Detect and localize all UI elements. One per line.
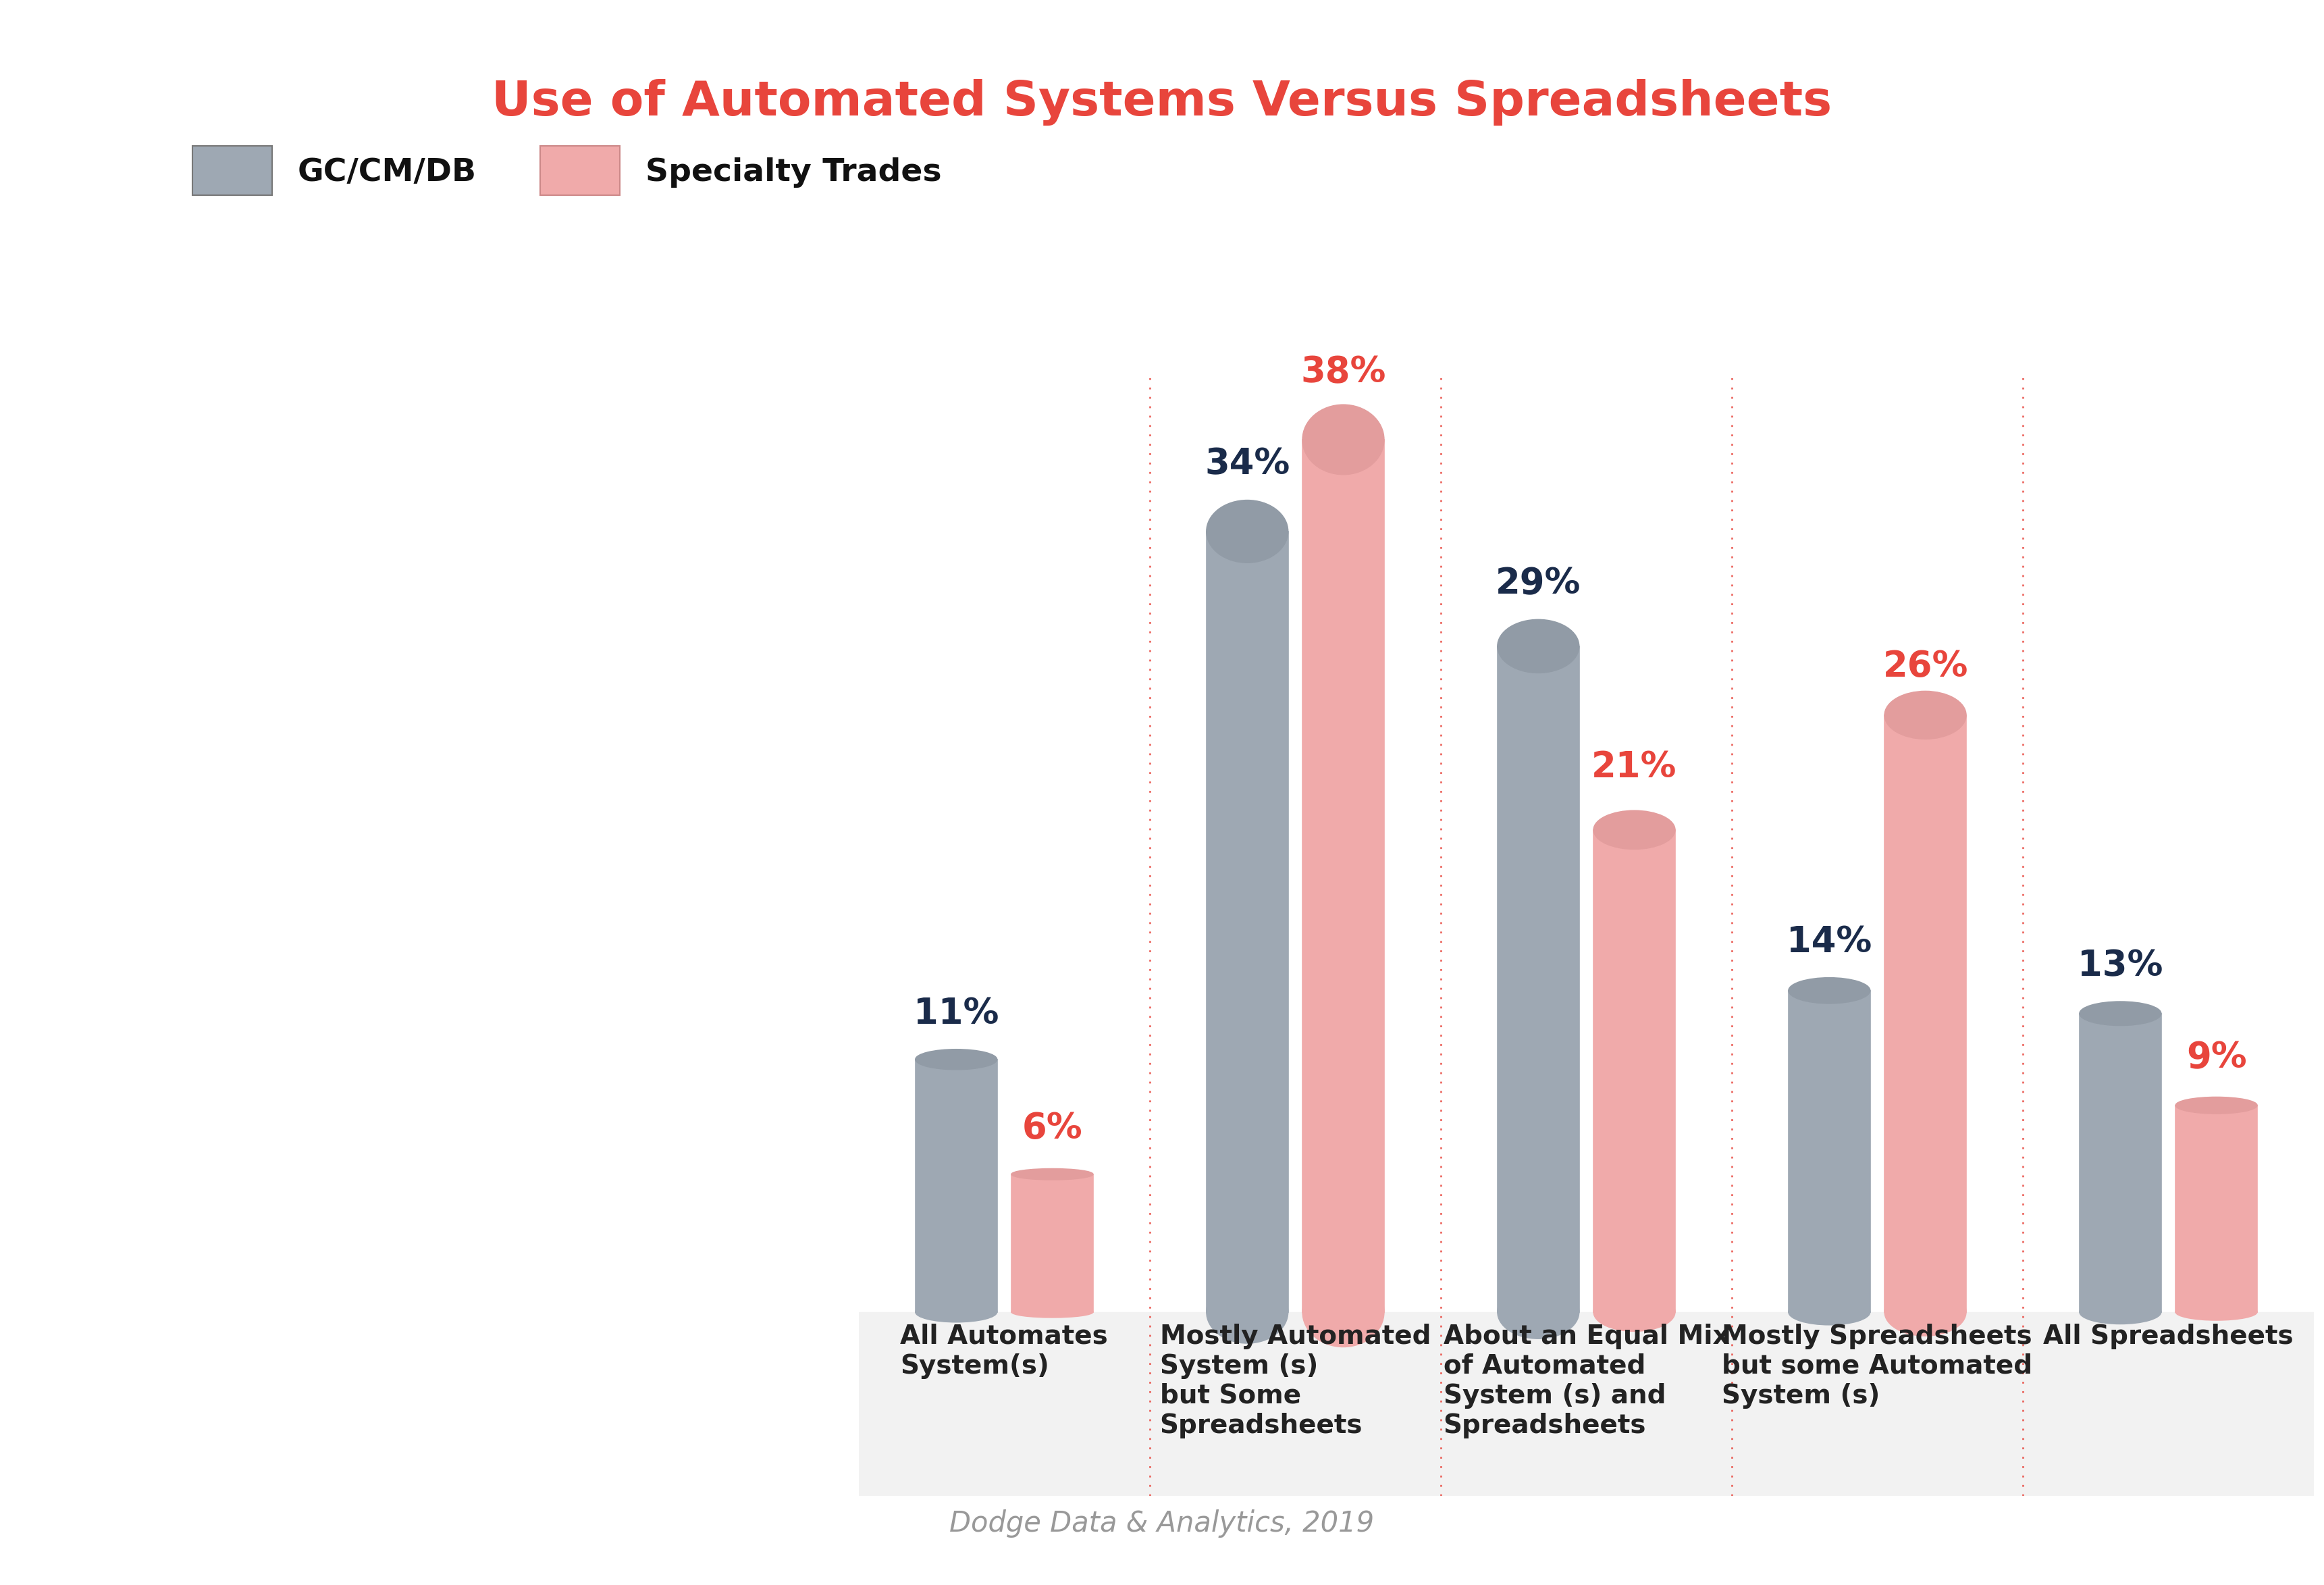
Bar — [858, 1312, 2315, 1496]
Text: Use of Automated Systems Versus Spreadsheets: Use of Automated Systems Versus Spreadsh… — [493, 79, 1831, 125]
Text: 38%: 38% — [1301, 355, 1385, 390]
Bar — [1497, 647, 1578, 1312]
Text: Mostly Automated
System (s)
but Some
Spreadsheets: Mostly Automated System (s) but Some Spr… — [1160, 1323, 1432, 1438]
Ellipse shape — [1497, 620, 1578, 674]
Text: 21%: 21% — [1592, 750, 1678, 785]
Bar — [1789, 991, 1871, 1312]
Text: 14%: 14% — [1787, 924, 1871, 959]
Text: Dodge Data & Analytics, 2019: Dodge Data & Analytics, 2019 — [951, 1509, 1373, 1537]
Bar — [2080, 1013, 2161, 1312]
Ellipse shape — [916, 1301, 997, 1322]
Bar — [1885, 715, 1966, 1312]
Text: 26%: 26% — [1882, 648, 1968, 683]
Ellipse shape — [1206, 1281, 1287, 1342]
Text: 13%: 13% — [2078, 948, 2164, 983]
Text: 6%: 6% — [1023, 1111, 1083, 1146]
Ellipse shape — [1301, 1278, 1385, 1347]
Text: Mostly Spreadsheets
but some Automated
System (s): Mostly Spreadsheets but some Automated S… — [1722, 1323, 2034, 1409]
Text: 9%: 9% — [2187, 1040, 2247, 1075]
Ellipse shape — [1885, 1289, 1966, 1336]
Ellipse shape — [916, 1049, 997, 1070]
Text: 11%: 11% — [913, 995, 999, 1030]
Ellipse shape — [1594, 810, 1676, 850]
Bar — [1594, 831, 1676, 1312]
Text: All Automates
System(s): All Automates System(s) — [899, 1323, 1109, 1379]
Ellipse shape — [1885, 691, 1966, 739]
Ellipse shape — [2175, 1304, 2257, 1320]
Bar — [1301, 439, 1385, 1312]
Text: 34%: 34% — [1204, 447, 1290, 482]
Bar — [1206, 531, 1287, 1312]
Ellipse shape — [1301, 404, 1385, 474]
Text: About an Equal Mix
of Automated
System (s) and
Spreadsheets: About an Equal Mix of Automated System (… — [1443, 1323, 1729, 1438]
Ellipse shape — [1011, 1306, 1092, 1317]
Legend: GC/CM/DB, Specialty Trades: GC/CM/DB, Specialty Trades — [177, 130, 957, 211]
Ellipse shape — [2080, 1300, 2161, 1323]
Text: 29%: 29% — [1497, 566, 1580, 601]
Ellipse shape — [1011, 1168, 1092, 1179]
Ellipse shape — [1594, 1293, 1676, 1331]
Ellipse shape — [1206, 501, 1287, 563]
Bar — [1011, 1174, 1092, 1312]
Ellipse shape — [1497, 1285, 1578, 1339]
Bar — [2175, 1105, 2257, 1312]
Text: All Spreadsheets: All Spreadsheets — [2043, 1323, 2294, 1349]
Ellipse shape — [1789, 1300, 1871, 1325]
Bar — [916, 1059, 997, 1312]
Ellipse shape — [2175, 1097, 2257, 1114]
Ellipse shape — [1789, 978, 1871, 1003]
Ellipse shape — [2080, 1002, 2161, 1025]
